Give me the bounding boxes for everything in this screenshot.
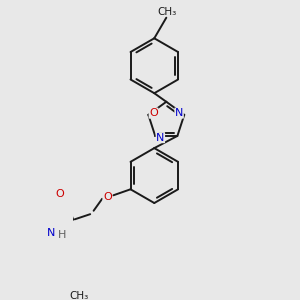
Text: N: N <box>156 133 164 142</box>
Text: H: H <box>58 230 66 240</box>
Text: O: O <box>103 192 112 202</box>
Text: N: N <box>175 108 183 118</box>
Text: CH₃: CH₃ <box>69 291 88 300</box>
Text: N: N <box>46 228 55 238</box>
Text: O: O <box>149 108 158 118</box>
Text: CH₃: CH₃ <box>158 7 177 17</box>
Text: O: O <box>55 189 64 200</box>
